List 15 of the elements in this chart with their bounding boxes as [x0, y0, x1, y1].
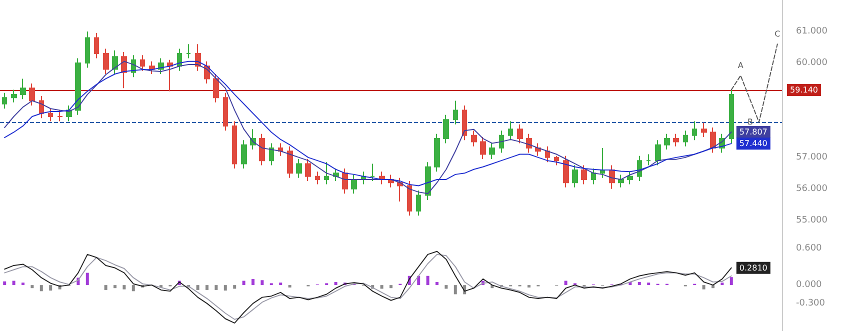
y-tick-label: 0.600 — [796, 243, 822, 254]
data-label: B — [748, 118, 753, 127]
y-tick-label: 57.000 — [796, 152, 828, 162]
data-label: 0.2810 — [739, 263, 768, 272]
ref-line-label: 59.140 — [790, 86, 818, 95]
data-label: C — [774, 30, 781, 39]
y-tick-label: 0.000 — [796, 280, 822, 290]
y-tick-label: 56.000 — [796, 184, 828, 194]
y-tick-label: 55.000 — [796, 215, 828, 226]
data-label: 57.807 — [739, 128, 768, 137]
y-tick-label: 61.000 — [796, 26, 828, 36]
data-label: 57.440 — [739, 139, 768, 148]
y-tick-label: -0.300 — [796, 298, 826, 308]
y-tick-label: 60.000 — [796, 58, 828, 68]
data-label: A — [738, 61, 744, 70]
